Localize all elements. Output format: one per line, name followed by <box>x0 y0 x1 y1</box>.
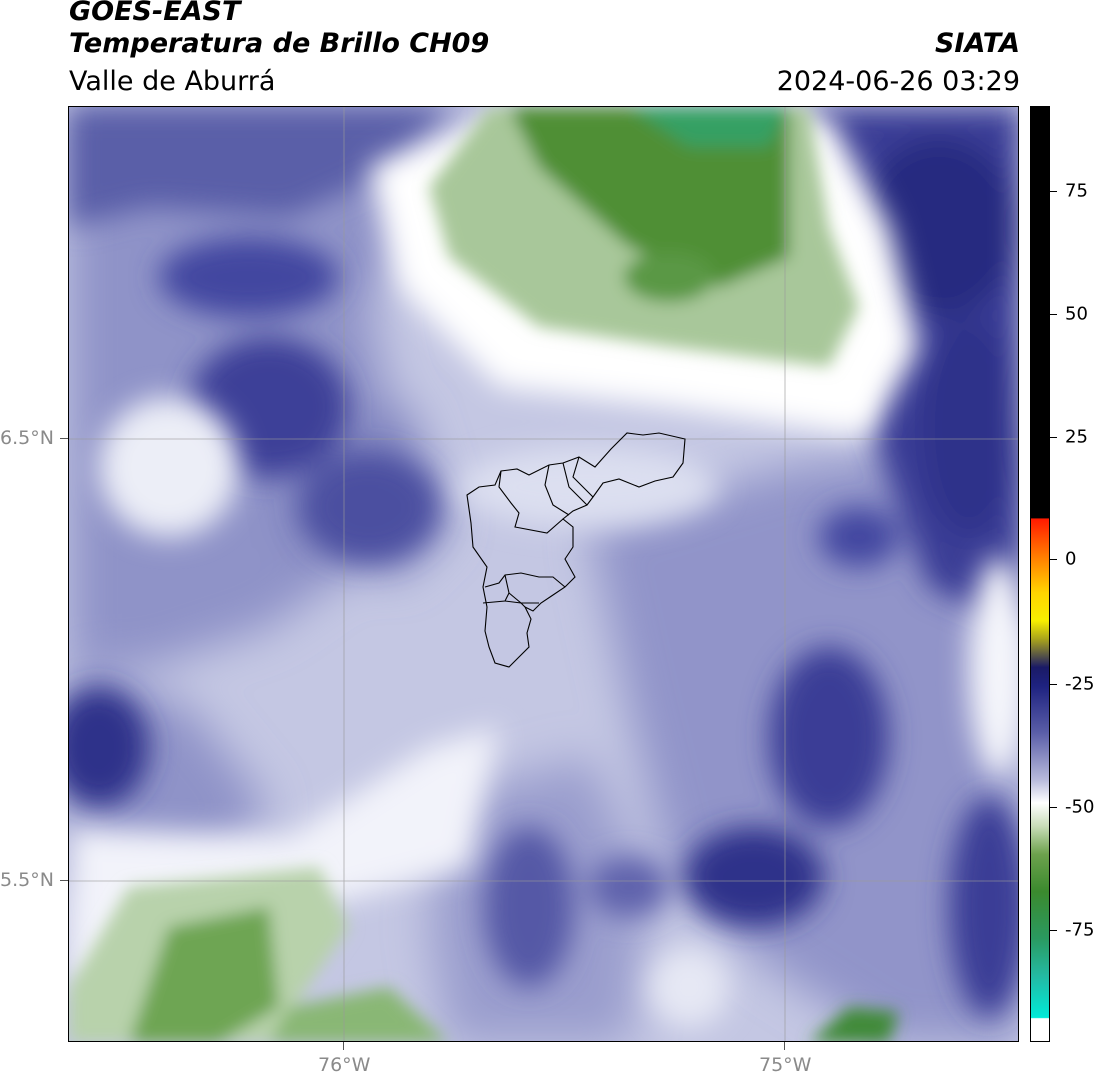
cb-tick-25 <box>1050 437 1057 438</box>
cb-tick-minus25 <box>1050 684 1057 685</box>
municipal-boundaries <box>466 432 686 668</box>
lon-tick-76 <box>343 1042 344 1050</box>
cb-label-minus75: -75 <box>1065 919 1094 941</box>
lat-label-6-5n: 6.5°N <box>0 427 54 449</box>
cb-tick-minus50 <box>1050 807 1057 808</box>
cb-tick-0 <box>1050 559 1057 560</box>
cb-tick-50 <box>1050 314 1057 315</box>
cb-label-minus50: -50 <box>1065 796 1094 818</box>
brightness-temperature-map[interactable] <box>68 106 1019 1042</box>
map-gridlines <box>69 107 1018 1041</box>
cb-label-50: 50 <box>1065 303 1088 325</box>
cb-label-75: 75 <box>1065 180 1088 202</box>
lat-label-5-5n: 5.5°N <box>0 869 54 891</box>
lon-label-76w: 76°W <box>318 1054 371 1076</box>
lat-tick-6-5 <box>60 438 68 439</box>
satellite-title: GOES-EAST <box>69 0 241 27</box>
cb-label-0: 0 <box>1065 548 1077 570</box>
cb-tick-minus75 <box>1050 930 1057 931</box>
timestamp: 2024-06-26 03:29 <box>776 66 1020 97</box>
cb-tick-75 <box>1050 191 1057 192</box>
lon-tick-75 <box>784 1042 785 1050</box>
region-name: Valle de Aburrá <box>69 66 276 97</box>
lon-label-75w: 75°W <box>759 1054 812 1076</box>
institution-name: SIATA <box>934 28 1020 59</box>
colorbar-gradient <box>1031 107 1049 1041</box>
cb-label-minus25: -25 <box>1065 673 1094 695</box>
warm-surface-areas <box>69 107 899 1041</box>
temperature-colorbar <box>1030 106 1050 1042</box>
product-title: Temperatura de Brillo CH09 <box>69 28 490 59</box>
map-canvas <box>69 107 1018 1041</box>
cb-label-25: 25 <box>1065 426 1088 448</box>
lat-tick-5-5 <box>60 880 68 881</box>
